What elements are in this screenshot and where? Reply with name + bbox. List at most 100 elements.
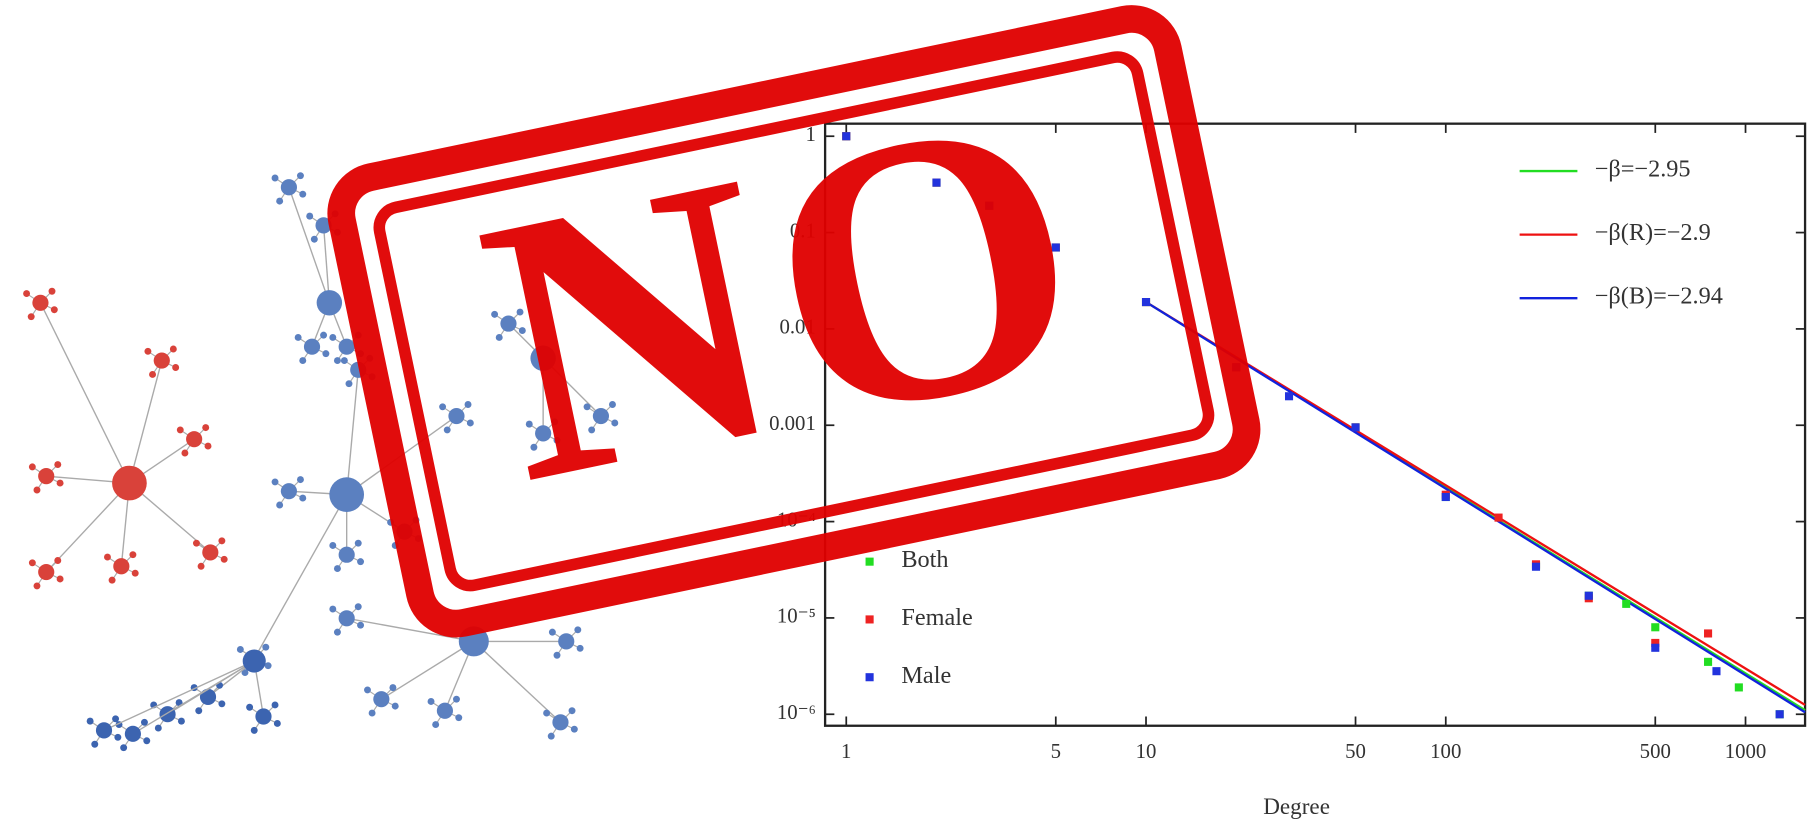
network-node: [170, 346, 177, 353]
network-node: [272, 175, 279, 182]
network-node: [543, 710, 550, 717]
network-node: [104, 554, 111, 561]
point: [1351, 423, 1359, 431]
network-node: [200, 689, 216, 705]
network-node: [120, 744, 127, 751]
network-node: [32, 295, 48, 311]
legend-label: Both: [901, 546, 948, 573]
network-edge: [40, 303, 129, 483]
network-node: [29, 559, 36, 566]
network-node: [432, 721, 439, 728]
network-node: [455, 714, 462, 721]
network-node: [159, 706, 175, 722]
network-node: [299, 357, 306, 364]
network-node: [346, 380, 353, 387]
y-tick-label: 10⁻⁵: [777, 605, 816, 628]
network-hub: [243, 649, 266, 672]
network-node: [246, 704, 253, 711]
network-node: [155, 725, 162, 732]
network-node: [34, 582, 41, 589]
network-node: [341, 357, 348, 364]
network-node: [369, 710, 376, 717]
point: [1495, 514, 1503, 522]
legend-marker: [866, 615, 874, 623]
legend-label: Male: [901, 662, 951, 689]
network-node: [437, 703, 453, 719]
network-node: [144, 348, 151, 355]
network-node: [389, 684, 396, 691]
network-node: [274, 720, 281, 727]
network-node: [28, 313, 35, 320]
network-node: [87, 718, 94, 725]
network-node: [272, 478, 279, 485]
network-hub: [112, 466, 147, 501]
network-node: [218, 700, 225, 707]
network-node: [373, 691, 389, 707]
network-node: [265, 662, 272, 669]
network-node: [334, 357, 341, 364]
network-node: [428, 698, 435, 705]
network-node: [177, 426, 184, 433]
network-node: [57, 480, 64, 487]
network-node: [218, 537, 225, 544]
network-node: [132, 570, 139, 577]
network-node: [439, 403, 446, 410]
network-node: [571, 726, 578, 733]
network-node: [281, 179, 297, 195]
legend-marker: [866, 558, 874, 566]
network-edge: [381, 641, 473, 699]
legend-label: Female: [901, 604, 972, 631]
network-node: [295, 334, 302, 341]
network-node: [178, 718, 185, 725]
network-node: [552, 714, 568, 730]
network-node: [320, 332, 327, 339]
network-node: [193, 540, 200, 547]
network-node: [113, 558, 129, 574]
point: [1285, 392, 1293, 400]
network-node: [467, 420, 474, 427]
network-node: [205, 443, 212, 450]
network-node: [198, 563, 205, 570]
network-edge: [254, 495, 346, 659]
x-tick-label: 1000: [1725, 740, 1767, 763]
network-node: [355, 540, 362, 547]
network-node: [38, 468, 54, 484]
network-node: [322, 350, 329, 357]
network-node: [34, 487, 41, 494]
network-node: [281, 483, 297, 499]
network-node: [554, 652, 561, 659]
network-node: [453, 696, 460, 703]
network-node: [306, 213, 313, 220]
network-node: [334, 629, 341, 636]
network-node: [355, 603, 362, 610]
x-tick-label: 1: [841, 740, 851, 763]
network-node: [574, 626, 581, 633]
network-hub: [317, 290, 342, 315]
network-node: [29, 463, 36, 470]
network-node: [357, 622, 364, 629]
point: [1442, 493, 1450, 501]
network-node: [237, 646, 244, 653]
network-node: [299, 191, 306, 198]
network-node: [154, 352, 170, 368]
network-node: [276, 502, 283, 509]
network-node: [172, 364, 179, 371]
legend-label: −β=−2.95: [1595, 156, 1691, 183]
x-tick-label: 50: [1345, 740, 1366, 763]
network-node: [54, 557, 61, 564]
point: [1651, 644, 1659, 652]
network-node: [329, 606, 336, 613]
network-node: [149, 371, 156, 378]
network-node: [444, 426, 451, 433]
network-node: [339, 339, 355, 355]
network-node: [255, 708, 271, 724]
x-tick-label: 10: [1136, 740, 1157, 763]
legend-label: −β(R)=−2.9: [1595, 219, 1711, 246]
network-node: [262, 644, 269, 651]
network-node: [112, 715, 119, 722]
network-node: [465, 401, 472, 408]
network-node: [297, 476, 304, 483]
network-node: [548, 733, 555, 740]
network-node: [221, 556, 228, 563]
point: [1622, 600, 1630, 608]
